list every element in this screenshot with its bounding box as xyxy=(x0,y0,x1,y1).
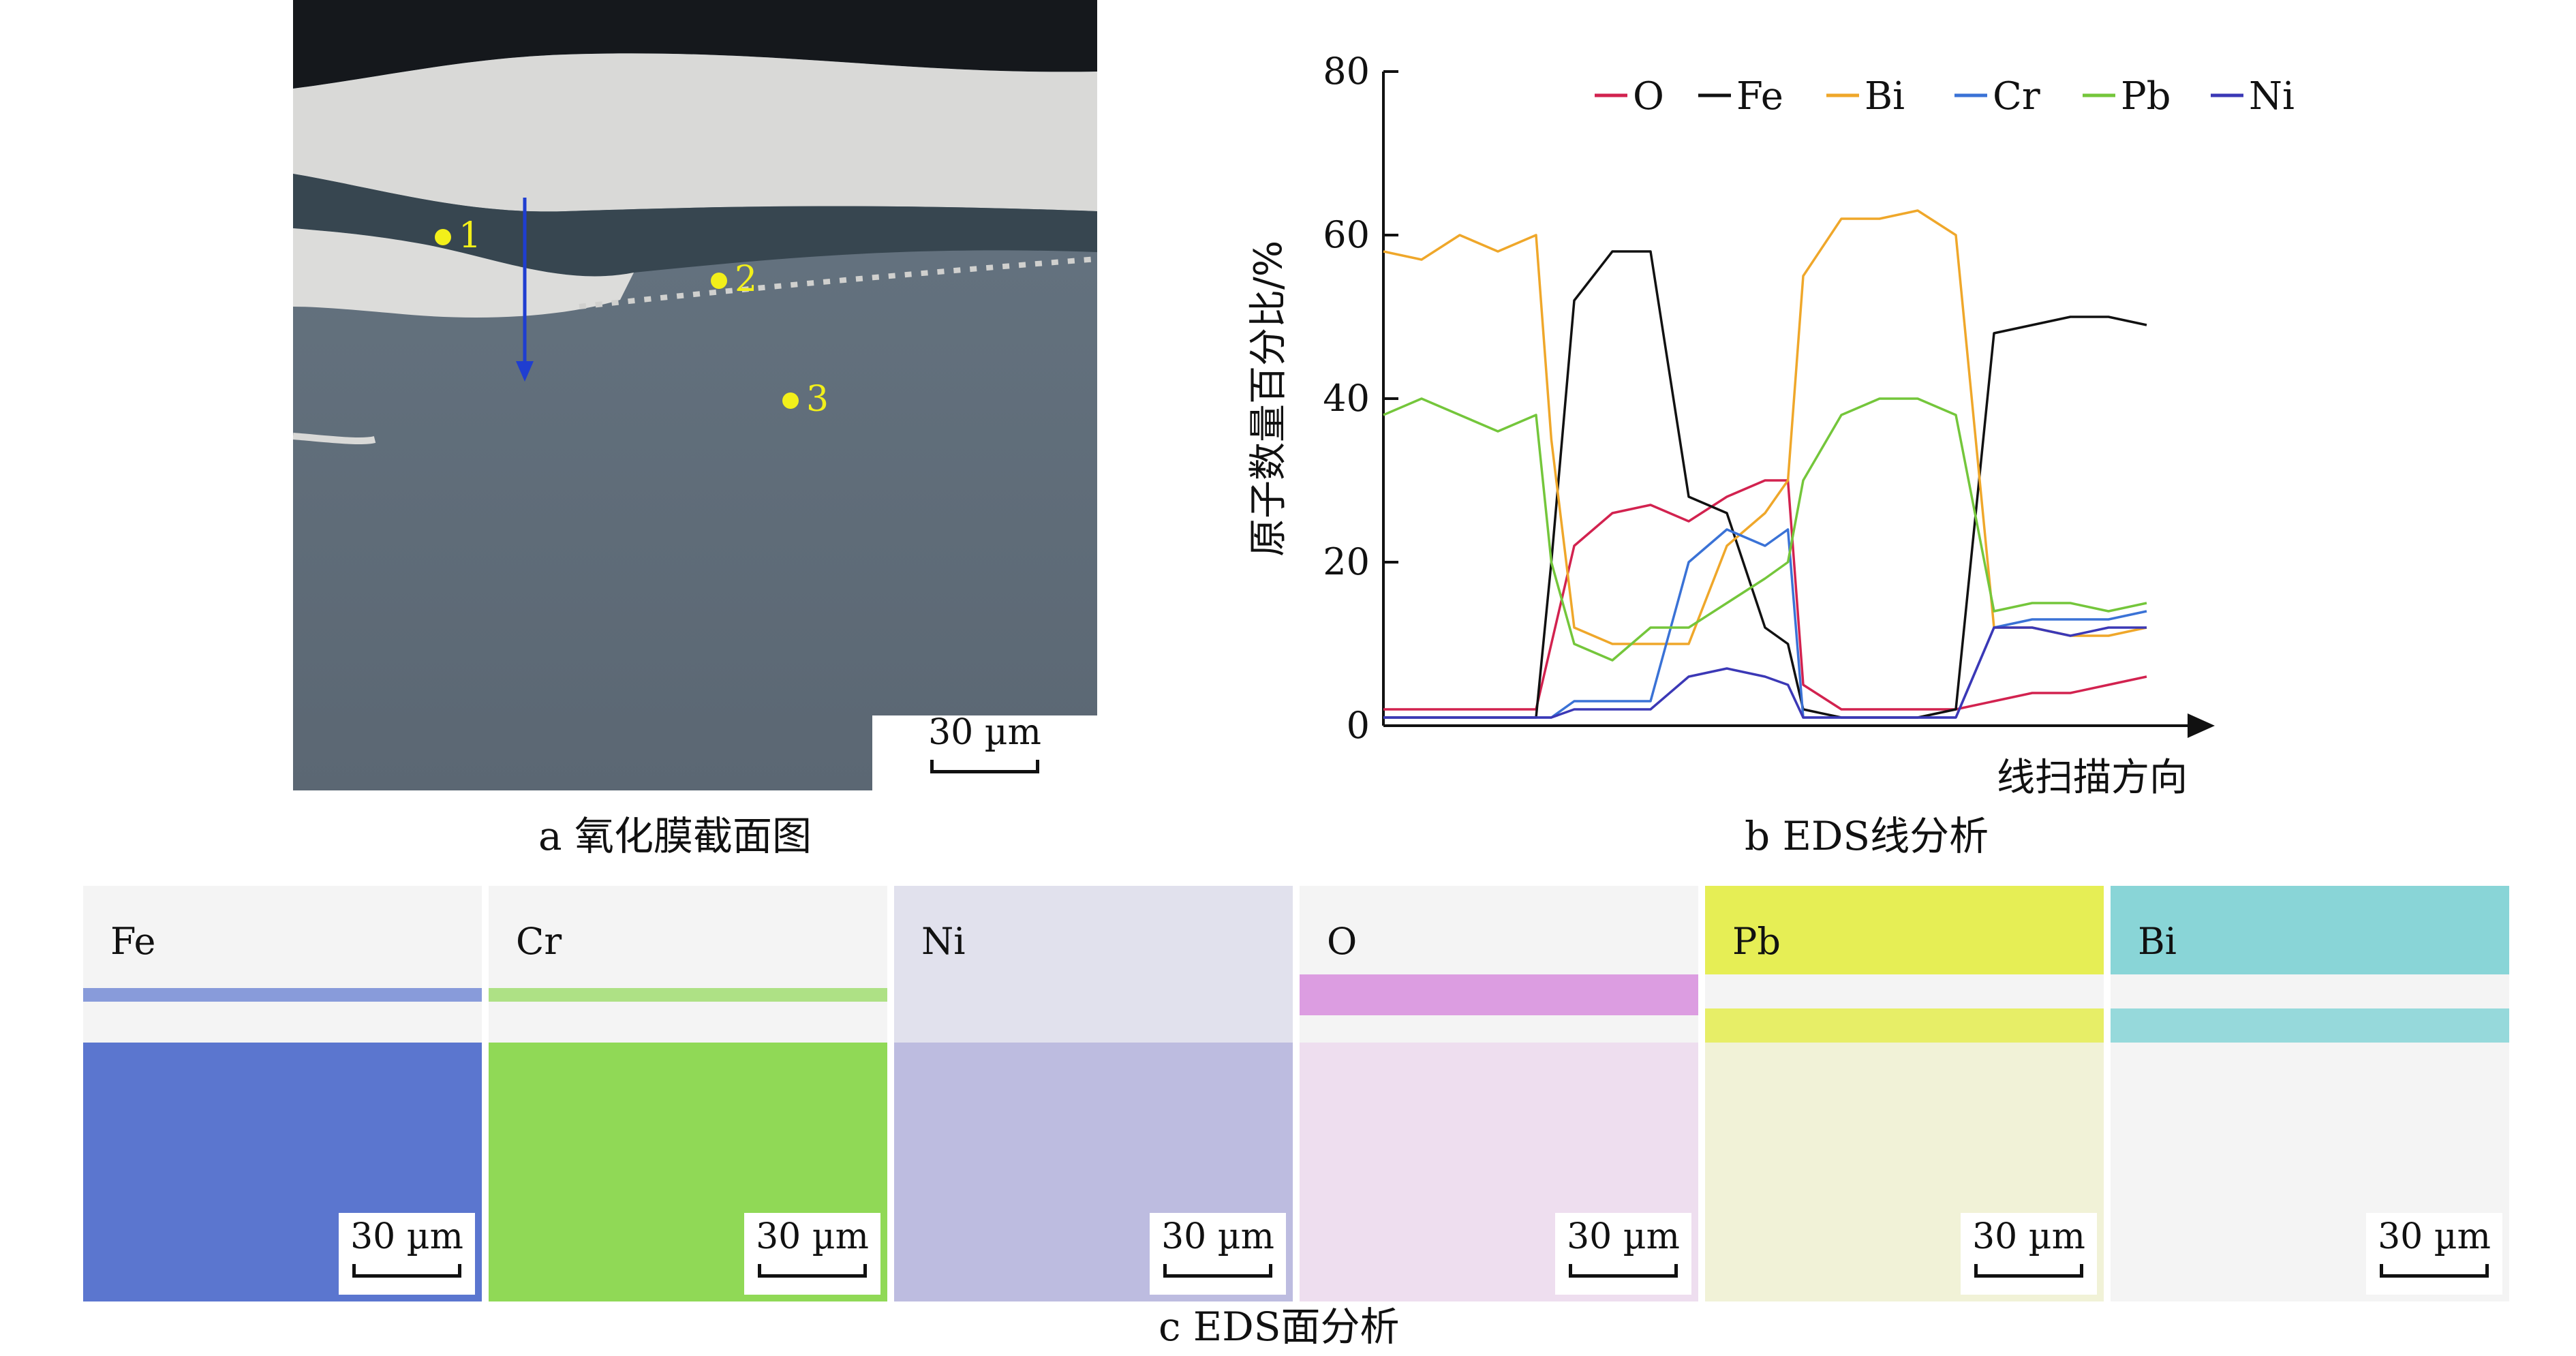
scalebar-fe: 30 µm xyxy=(346,1216,468,1284)
y-tick-label: 60 xyxy=(1323,213,1370,256)
scalebar-bar xyxy=(1163,1264,1272,1278)
legend-label-bi: Bi xyxy=(1865,74,1905,119)
eds-map-label-cr: Cr xyxy=(516,920,562,963)
cross-section-graphic xyxy=(293,0,1097,790)
scalebar-background xyxy=(1150,1213,1286,1295)
series-line-cr xyxy=(1383,528,2147,719)
legend-label-cr: Cr xyxy=(1993,74,2040,119)
scalebar-background xyxy=(2366,1213,2502,1295)
eds-line-chart: 0 20 40 60 80 原子数量百分比/% 线扫描方向 O Fe Bi Cr Pb Ni xyxy=(1246,50,2295,797)
scalebar-bi: 30 µm xyxy=(2373,1216,2496,1284)
x-axis-label: 线扫描方向 xyxy=(1997,756,2188,797)
panel-a-caption: a 氧化膜截面图 xyxy=(538,813,812,859)
scalebar-bar xyxy=(1569,1264,1678,1278)
scalebar-label: 30 µm xyxy=(2378,1216,2491,1257)
scalebar-background xyxy=(1555,1213,1691,1295)
scalebar-a-label: 30 µm xyxy=(928,712,1041,753)
series-line-fe xyxy=(1383,250,2147,719)
scalebar-background xyxy=(744,1213,880,1295)
x-axis-arrow xyxy=(2188,713,2215,738)
legend-label-fe: Fe xyxy=(1736,74,1783,119)
point-1-label: 1 xyxy=(459,215,482,256)
legend-label-pb: Pb xyxy=(2121,74,2171,119)
scalebar-label: 30 µm xyxy=(1567,1216,1680,1257)
scalebar-label: 30 µm xyxy=(350,1216,463,1257)
scalebar-o: 30 µm xyxy=(1562,1216,1685,1284)
eds-map-ni: Ni 30 µm xyxy=(894,886,1293,1301)
series-line-pb xyxy=(1383,397,2147,662)
point-3-marker xyxy=(782,392,799,409)
y-axis-label: 原子数量百分比/% xyxy=(1246,241,1291,557)
eds-map-label-ni: Ni xyxy=(921,920,966,963)
scalebar-a: 30 µm xyxy=(923,712,1046,780)
eds-map-label-bi: Bi xyxy=(2138,920,2177,963)
eds-map-label-fe: Fe xyxy=(110,920,156,963)
scalebar-bar xyxy=(2380,1264,2489,1278)
scalebar-label: 30 µm xyxy=(756,1216,869,1257)
eds-map-label-o: O xyxy=(1327,920,1358,963)
y-tick-label: 80 xyxy=(1323,50,1370,93)
scalebar-cr: 30 µm xyxy=(751,1216,874,1284)
legend-label-ni: Ni xyxy=(2249,74,2295,119)
scalebar-a-bar xyxy=(930,760,1039,773)
scalebar-background xyxy=(1961,1213,2097,1295)
y-tick-label: 0 xyxy=(1347,704,1370,747)
scalebar-bar xyxy=(352,1264,461,1278)
series-line-o xyxy=(1383,479,2147,711)
eds-map-label-pb: Pb xyxy=(1732,920,1781,963)
panel-c-caption: c EDS面分析 xyxy=(1159,1304,1400,1350)
y-tick-label: 40 xyxy=(1323,377,1370,420)
eds-map-bi: Bi 30 µm xyxy=(2111,886,2509,1301)
scalebar-bar xyxy=(758,1264,867,1278)
eds-map-pb: Pb 30 µm xyxy=(1705,886,2104,1301)
scalebar-label: 30 µm xyxy=(1972,1216,2085,1257)
scalebar-pb: 30 µm xyxy=(1967,1216,2090,1284)
series-line-ni xyxy=(1383,626,2147,719)
point-2-marker xyxy=(711,273,727,289)
scalebar-ni: 30 µm xyxy=(1156,1216,1279,1284)
y-tick-label: 20 xyxy=(1323,540,1370,583)
scalebar-bar xyxy=(1974,1264,2083,1278)
cross-section-image: 1 2 3 30 µm xyxy=(293,0,1097,790)
scalebar-background xyxy=(339,1213,475,1295)
point-1-marker xyxy=(435,229,451,245)
scalebar-label: 30 µm xyxy=(1161,1216,1274,1257)
legend-label-o: O xyxy=(1633,74,1664,119)
eds-map-o: O 30 µm xyxy=(1300,886,1698,1301)
eds-map-cr: Cr 30 µm xyxy=(489,886,887,1301)
point-2-label: 2 xyxy=(735,259,758,300)
panel-b-caption: b EDS线分析 xyxy=(1745,813,1989,859)
eds-map-fe: Fe 30 µm xyxy=(83,886,482,1301)
point-3-label: 3 xyxy=(806,379,829,420)
